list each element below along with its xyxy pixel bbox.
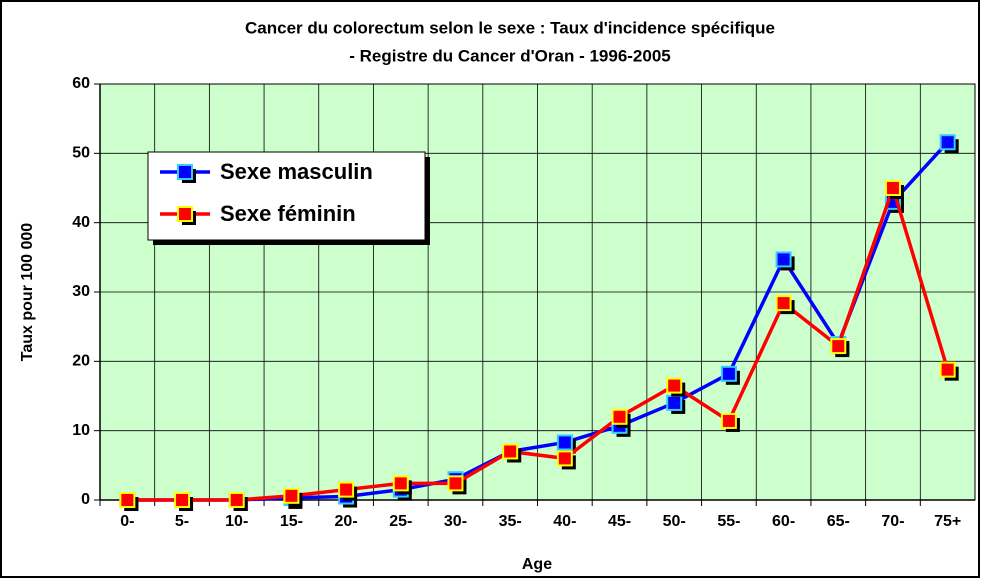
marker (720, 365, 737, 382)
marker (611, 408, 628, 425)
y-axis-label: Taux pour 100 000 (19, 223, 36, 362)
marker (283, 487, 300, 504)
x-tick-label: 40- (553, 513, 576, 530)
marker (177, 206, 193, 222)
marker (392, 475, 409, 492)
marker (228, 492, 245, 508)
x-tick-label: 55- (717, 513, 740, 530)
chart-subtitle: - Registre du Cancer d'Oran - 1996-2005 (349, 46, 671, 65)
x-tick-label: 15- (280, 513, 303, 530)
x-tick-label: 5- (175, 513, 189, 530)
y-tick-label: 10 (72, 422, 90, 439)
marker (666, 377, 683, 394)
x-tick-label: 75+ (934, 513, 961, 530)
x-tick-label: 35- (499, 513, 522, 530)
marker (338, 481, 355, 498)
marker (939, 361, 956, 378)
marker (939, 134, 956, 151)
x-tick-label: 0- (120, 513, 134, 530)
y-tick-label: 60 (72, 75, 90, 92)
marker (447, 475, 464, 492)
y-tick-label: 0 (81, 491, 90, 508)
marker (720, 412, 737, 429)
x-axis-label: Age (522, 556, 552, 573)
x-tick-label: 60- (772, 513, 795, 530)
x-tick-label: 20- (335, 513, 358, 530)
x-tick-label: 30- (444, 513, 467, 530)
marker (556, 434, 573, 451)
marker (830, 338, 847, 355)
series-line (127, 182, 950, 502)
x-tick-label: 25- (389, 513, 412, 530)
marker (119, 492, 136, 508)
marker (884, 180, 901, 196)
x-tick-label: 70- (881, 513, 904, 530)
legend-label: Sexe masculin (220, 159, 373, 184)
x-tick-label: 10- (225, 513, 248, 530)
marker (502, 443, 519, 460)
legend-label: Sexe féminin (220, 201, 356, 226)
y-tick-label: 50 (72, 145, 90, 162)
y-tick-label: 40 (72, 214, 90, 231)
chart-title: Cancer du colorectum selon le sexe : Tau… (245, 18, 775, 37)
marker (775, 251, 792, 268)
y-tick-label: 30 (72, 283, 90, 300)
marker (775, 295, 792, 312)
marker (556, 450, 573, 467)
y-tick-label: 20 (72, 353, 90, 370)
marker (177, 164, 193, 180)
marker (666, 394, 683, 411)
x-tick-label: 65- (827, 513, 850, 530)
marker (174, 492, 191, 508)
x-tick-label: 45- (608, 513, 631, 530)
legend (147, 151, 426, 241)
x-tick-label: 50- (663, 513, 686, 530)
